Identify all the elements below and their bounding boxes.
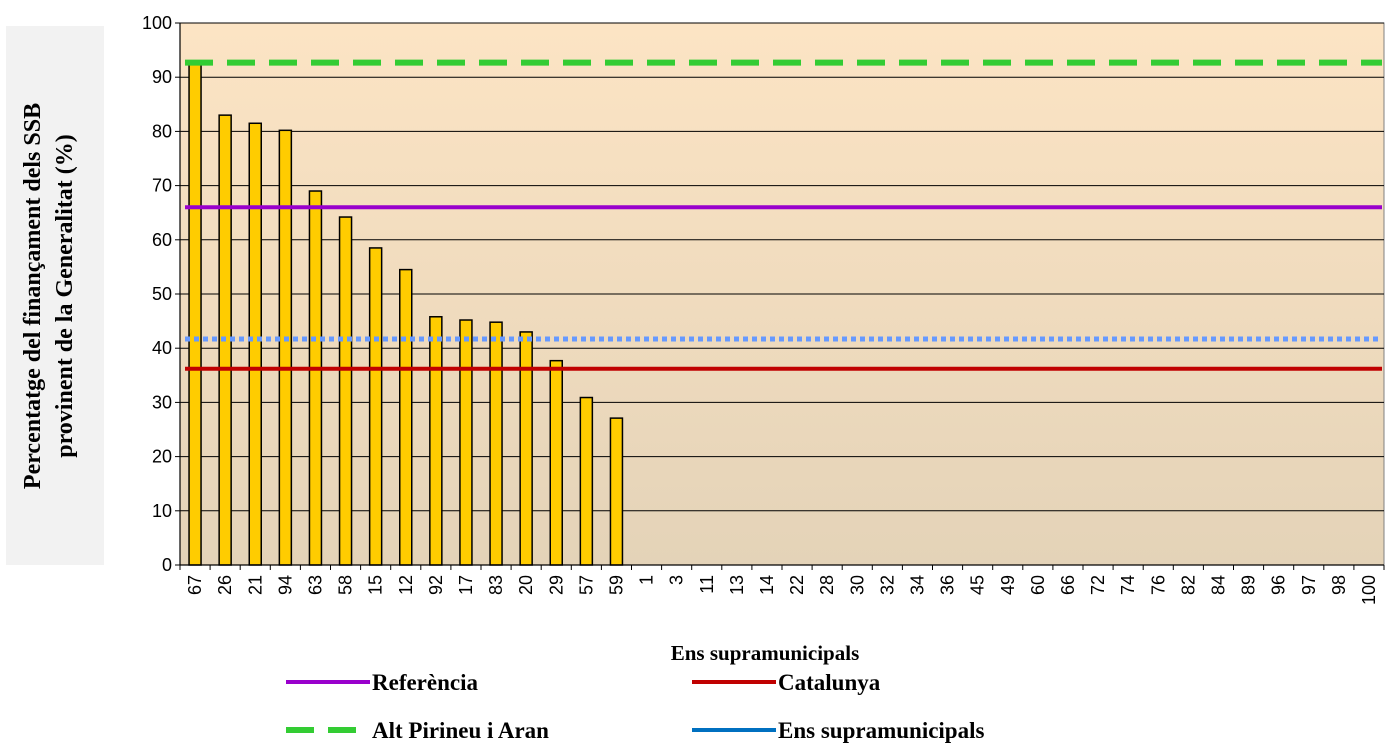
x-tick-label: 76 (1148, 575, 1168, 595)
x-tick-label: 1 (637, 575, 657, 585)
x-tick-label: 58 (336, 575, 356, 595)
x-tick-label: 17 (456, 575, 476, 595)
bars (188, 62, 624, 566)
legend-label-1: Catalunya (778, 670, 881, 695)
x-tick-label: 13 (727, 575, 747, 595)
x-tick-label: 96 (1269, 575, 1289, 595)
x-tick-label: 45 (968, 575, 988, 595)
y-tick-label: 70 (152, 176, 172, 196)
x-tick-label: 32 (877, 575, 897, 595)
y-tick-label: 20 (152, 447, 172, 467)
x-tick-label: 67 (185, 575, 205, 595)
bar-29 (549, 359, 563, 566)
x-tick-label: 63 (305, 575, 325, 595)
x-tick-label: 97 (1299, 575, 1319, 595)
bar-17 (459, 319, 473, 566)
bar-92 (429, 316, 443, 566)
x-tick-label: 11 (697, 575, 717, 594)
x-tick-label: 92 (426, 575, 446, 595)
y-axis-title: Percentatge del finançament dels SSB pro… (20, 103, 78, 489)
x-tick-label: 94 (275, 575, 295, 595)
x-tick-label: 59 (606, 575, 626, 595)
bar-59 (609, 417, 624, 566)
bar-94 (278, 129, 293, 566)
x-tick-label: 12 (396, 575, 416, 595)
x-tick-label: 15 (366, 575, 386, 595)
reference-lines (185, 59, 1382, 371)
x-tick-label: 49 (998, 575, 1018, 595)
y-tick-label: 40 (152, 338, 172, 358)
bar-58 (338, 216, 353, 566)
x-tick-label: 84 (1208, 575, 1228, 595)
x-tick-label: 3 (667, 575, 687, 585)
x-tick-label: 98 (1329, 575, 1349, 595)
x-tick-label: 74 (1118, 575, 1138, 595)
y-tick-label: 80 (152, 121, 172, 141)
y-tick-label: 50 (152, 284, 172, 304)
x-tick-label: 82 (1178, 575, 1198, 595)
x-tick-label: 72 (1088, 575, 1108, 595)
y-tick-label: 100 (142, 13, 172, 33)
x-tick-label: 30 (847, 575, 867, 595)
x-tick-label: 14 (757, 575, 777, 595)
legend-label-2: Alt Pirineu i Aran (372, 718, 549, 743)
x-tick-label: 26 (215, 575, 235, 595)
bar-57 (579, 396, 594, 566)
bar-63 (308, 190, 323, 566)
x-tick-labels: 67 26 21 94 63 58 15 12 92 17 83 20 29 57 59 1 3 11 13 14 22… (185, 575, 1379, 605)
x-tick-label: 29 (546, 575, 566, 595)
x-tick-label: 60 (1028, 575, 1048, 595)
y-tick-label: 90 (152, 67, 172, 87)
y-tick-label: 60 (152, 230, 172, 250)
ylabel-panel (6, 26, 104, 565)
x-tick-label: 22 (787, 575, 807, 595)
legend-label-3: Ens supramunicipals (778, 718, 984, 743)
bar-15 (368, 247, 383, 566)
x-tick-label: 21 (245, 575, 265, 595)
x-tick-label: 83 (486, 575, 506, 595)
bar-83 (489, 321, 503, 566)
bar-67 (188, 62, 202, 566)
x-tick-label: 28 (817, 575, 837, 595)
y-axis-title-line-1: Percentatge del finançament dels SSB (20, 103, 46, 489)
y-tick-label: 10 (152, 501, 172, 521)
y-tick-label: 0 (162, 555, 172, 575)
x-tick-label: 66 (1058, 575, 1078, 595)
y-tick-label: 30 (152, 392, 172, 412)
legend: Referència Catalunya Alt Pirineu i Aran Ens… (286, 670, 984, 743)
axes (175, 22, 1385, 570)
x-tick-label: 20 (516, 575, 536, 595)
x-tick-label: 89 (1239, 575, 1259, 595)
x-tick-label: 36 (938, 575, 958, 595)
x-axis-title: Ens supramunicipals (671, 641, 860, 665)
x-tick-label: 34 (907, 575, 927, 595)
y-tick-labels: 0 10 20 30 40 50 60 70 80 90 100 (142, 13, 172, 575)
bar-21 (248, 122, 262, 566)
legend-label-0: Referència (372, 670, 478, 695)
bar-12 (399, 268, 413, 566)
x-tick-label: 100 (1359, 575, 1379, 605)
y-axis-title-line-2: provinent de la Generalitat (%) (52, 134, 78, 458)
x-tick-label: 57 (576, 575, 596, 595)
